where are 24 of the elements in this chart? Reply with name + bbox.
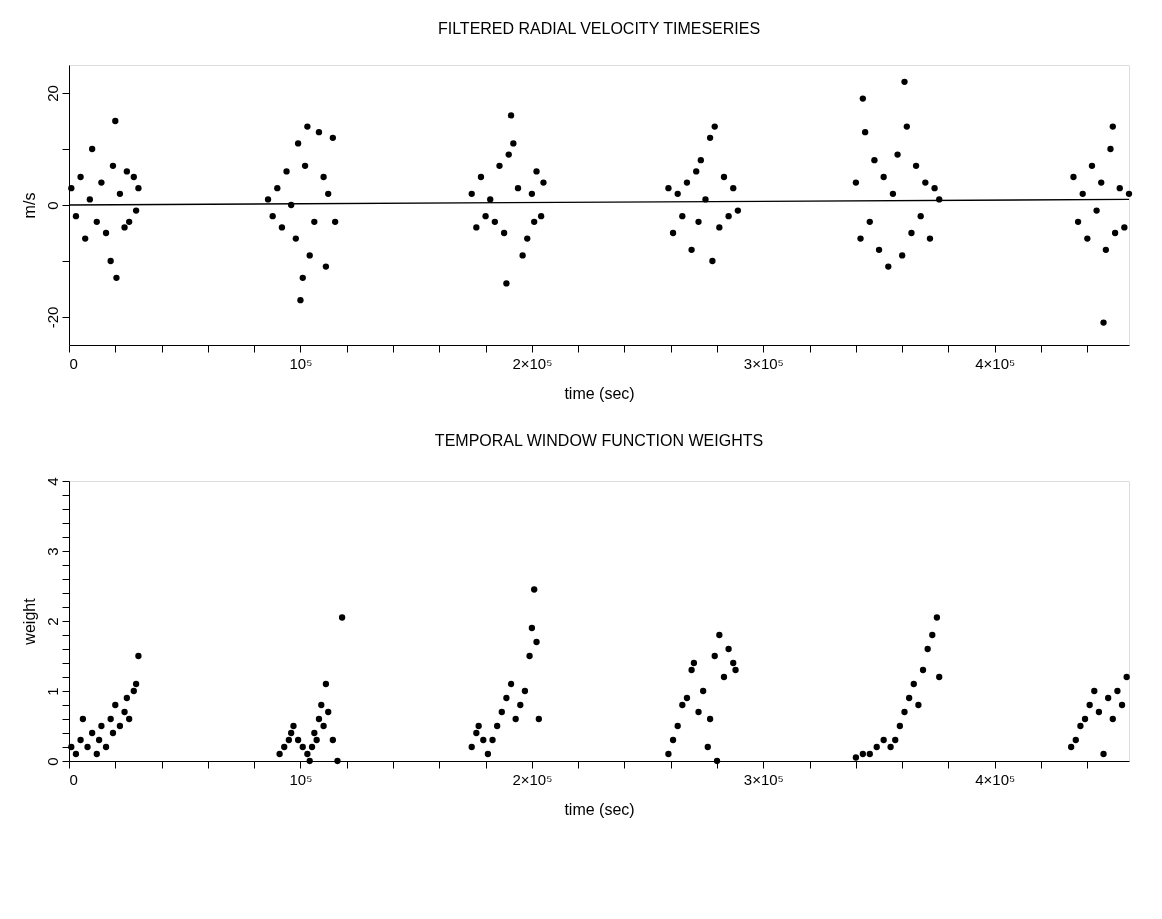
y-axis-title: weight (20, 597, 38, 646)
x-tick-label: 10⁵ (289, 770, 313, 788)
y-tick-label: 20 (43, 85, 61, 102)
x-tick-label: 2×10⁵ (512, 770, 553, 788)
x-tick-label: 2×10⁵ (512, 354, 553, 372)
y-tick-label: 0 (43, 757, 61, 766)
y-axis-title: m/s (20, 192, 38, 219)
x-axis-title: time (sec) (564, 800, 635, 818)
x-tick-label: 4×10⁵ (975, 354, 1016, 372)
y-tick-label: 2 (43, 617, 61, 626)
x-tick-label: 10⁵ (289, 354, 313, 372)
chart-title: TEMPORAL WINDOW FUNCTION WEIGHTS (434, 431, 764, 449)
x-tick-label: 0 (69, 354, 78, 372)
y-tick-label: -20 (43, 306, 61, 329)
x-tick-label: 3×10⁵ (743, 354, 784, 372)
x-tick-label: 0 (69, 770, 78, 788)
y-tick-label: 1 (43, 687, 61, 696)
y-tick-label: 0 (43, 201, 61, 210)
x-tick-label: 3×10⁵ (743, 770, 784, 788)
chart-title: FILTERED RADIAL VELOCITY TIMESERIES (437, 20, 761, 37)
y-tick-label: 3 (43, 547, 61, 556)
x-axis-title: time (sec) (564, 384, 635, 402)
x-tick-label: 4×10⁵ (975, 770, 1016, 788)
y-tick-label: 4 (43, 477, 61, 486)
